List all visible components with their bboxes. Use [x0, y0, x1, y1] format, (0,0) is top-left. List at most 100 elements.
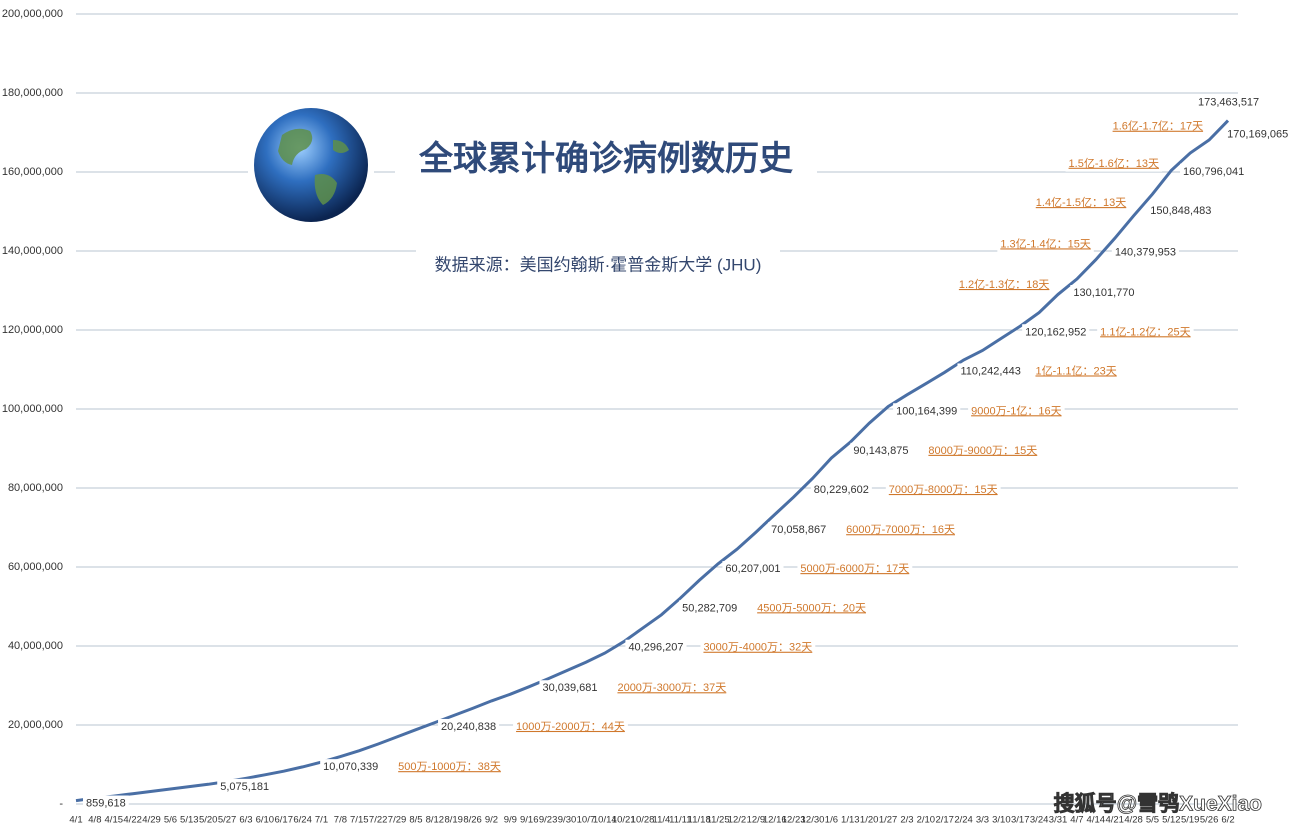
y-tick-label: 140,000,000: [2, 245, 63, 257]
x-tick-label: 8/5: [409, 815, 422, 826]
y-tick-label: 160,000,000: [2, 166, 63, 178]
interval-annotation: 1.2亿-1.3亿：18天: [959, 278, 1049, 291]
label-background: [850, 442, 912, 459]
x-tick-label: 5/27: [218, 815, 237, 826]
x-tick-label: 12/2: [728, 815, 747, 826]
subtitle-background: [416, 250, 780, 283]
x-tick-label: 2/10: [917, 815, 936, 826]
x-tick-label: 10/7: [577, 815, 596, 826]
interval-annotation: 1.3亿-1.4亿：15天: [1000, 237, 1090, 250]
milestone-label: 30,039,681: [542, 682, 597, 694]
label-background: [1224, 126, 1292, 143]
globe-land: [278, 128, 349, 205]
label-background: [968, 402, 1065, 420]
x-tick-label: 9/30: [558, 815, 577, 826]
x-tick-label: 4/15: [105, 815, 124, 826]
x-tick-label: 6/10: [256, 815, 275, 826]
x-tick-label: 3/17: [1011, 815, 1030, 826]
x-tick-label: 1/27: [879, 815, 898, 826]
x-tick-label: 11/25: [707, 815, 730, 826]
interval-annotation: 8000万-9000万：15天: [928, 445, 1037, 457]
label-background: [1070, 285, 1138, 302]
milestone-label: 50,282,709: [682, 602, 737, 614]
label-background: [539, 680, 601, 697]
x-tick-label: 6/2: [1221, 815, 1234, 826]
interval-annotation: 9000万-1亿：16天: [971, 404, 1062, 417]
watermark: 搜狐号@雪鸮XueXiao: [1054, 792, 1262, 816]
y-tick-label: 60,000,000: [8, 561, 63, 573]
x-tick-label: 8/12: [426, 815, 445, 826]
x-tick-label: 8/26: [463, 815, 482, 826]
x-tick-label: 10/21: [612, 815, 636, 826]
label-background: [925, 442, 1041, 459]
x-tick-label: 5/26: [1200, 815, 1219, 826]
x-tick-label: 4/28: [1124, 815, 1143, 826]
label-background: [997, 235, 1094, 253]
x-tick-label: 7/15: [350, 815, 369, 826]
y-tick-label: 100,000,000: [2, 403, 63, 415]
x-tick-label: 1/6: [825, 815, 838, 826]
y-tick-label: 120,000,000: [2, 324, 63, 336]
x-tick-label: 9/2: [485, 815, 498, 826]
milestone-label: 140,379,953: [1115, 246, 1176, 258]
y-tick-label: 20,000,000: [8, 719, 63, 731]
label-background: [1022, 324, 1090, 341]
x-tick-label: 3/24: [1030, 815, 1049, 826]
interval-annotation: 1亿-1.1亿：23天: [1035, 364, 1116, 377]
label-background: [320, 759, 382, 776]
label-background: [217, 778, 273, 795]
interval-annotation: 4500万-5000万：20天: [757, 602, 866, 614]
milestone-label: 90,143,875: [853, 445, 908, 457]
label-background: [722, 561, 784, 578]
x-tick-label: 4/29: [142, 815, 161, 826]
milestone-label: 60,207,001: [725, 563, 780, 575]
label-background: [754, 600, 870, 617]
x-tick-label: 1/13: [841, 815, 860, 826]
label-background: [1147, 203, 1215, 220]
milestone-label: 70,058,867: [771, 524, 826, 536]
x-tick-label: 9/23: [539, 815, 558, 826]
interval-annotation: 5000万-6000万：17天: [800, 563, 909, 575]
x-tick-label: 10/14: [593, 815, 617, 826]
title-background: [395, 132, 817, 190]
milestone-label: 20,240,838: [441, 721, 496, 733]
interval-annotation: 1.4亿-1.5亿：13天: [1036, 196, 1126, 209]
label-background: [625, 639, 687, 656]
x-tick-label: 11/11: [669, 815, 691, 826]
x-tick-label: 7/8: [334, 815, 347, 826]
interval-annotation: 500万-1000万：38天: [398, 761, 501, 773]
x-tick-label: 9/16: [520, 815, 539, 826]
x-tick-label: 2/3: [900, 815, 913, 826]
x-tick-label: 6/17: [274, 815, 293, 826]
label-background: [1195, 94, 1263, 111]
label-background: [1097, 323, 1194, 341]
milestone-label: 120,162,952: [1025, 326, 1086, 338]
x-tick-label: 2/17: [935, 815, 954, 826]
interval-annotation: 2000万-3000万：37天: [617, 682, 726, 694]
label-background: [955, 276, 1053, 294]
x-tick-label: 7/22: [369, 815, 388, 826]
interval-annotation: 1000万-2000万：44天: [516, 721, 625, 733]
y-tick-label: 180,000,000: [2, 87, 63, 99]
interval-annotation: 7000万-8000万：15天: [889, 484, 998, 496]
label-background: [83, 795, 129, 812]
x-tick-label: 5/13: [180, 815, 199, 826]
label-background: [1032, 194, 1130, 212]
label-background: [957, 363, 1024, 380]
milestone-label: 40,296,207: [628, 642, 683, 654]
x-tick-label: 6/3: [239, 815, 252, 826]
x-tick-label: 9/9: [504, 815, 517, 826]
x-tick-label: 3/3: [976, 815, 989, 826]
label-background: [679, 600, 741, 617]
x-tick-label: 11/18: [688, 815, 711, 826]
milestone-label: 10,070,339: [323, 761, 378, 773]
x-tick-label: 4/8: [88, 815, 101, 826]
x-tick-label: 10/28: [631, 815, 655, 826]
label-background: [797, 561, 913, 578]
x-tick-label: 7/1: [315, 815, 328, 826]
x-tick-label: 5/19: [1181, 815, 1200, 826]
label-background: [395, 759, 504, 776]
milestone-label: 150,848,483: [1150, 205, 1211, 217]
x-tick-label: 5/5: [1146, 815, 1159, 826]
